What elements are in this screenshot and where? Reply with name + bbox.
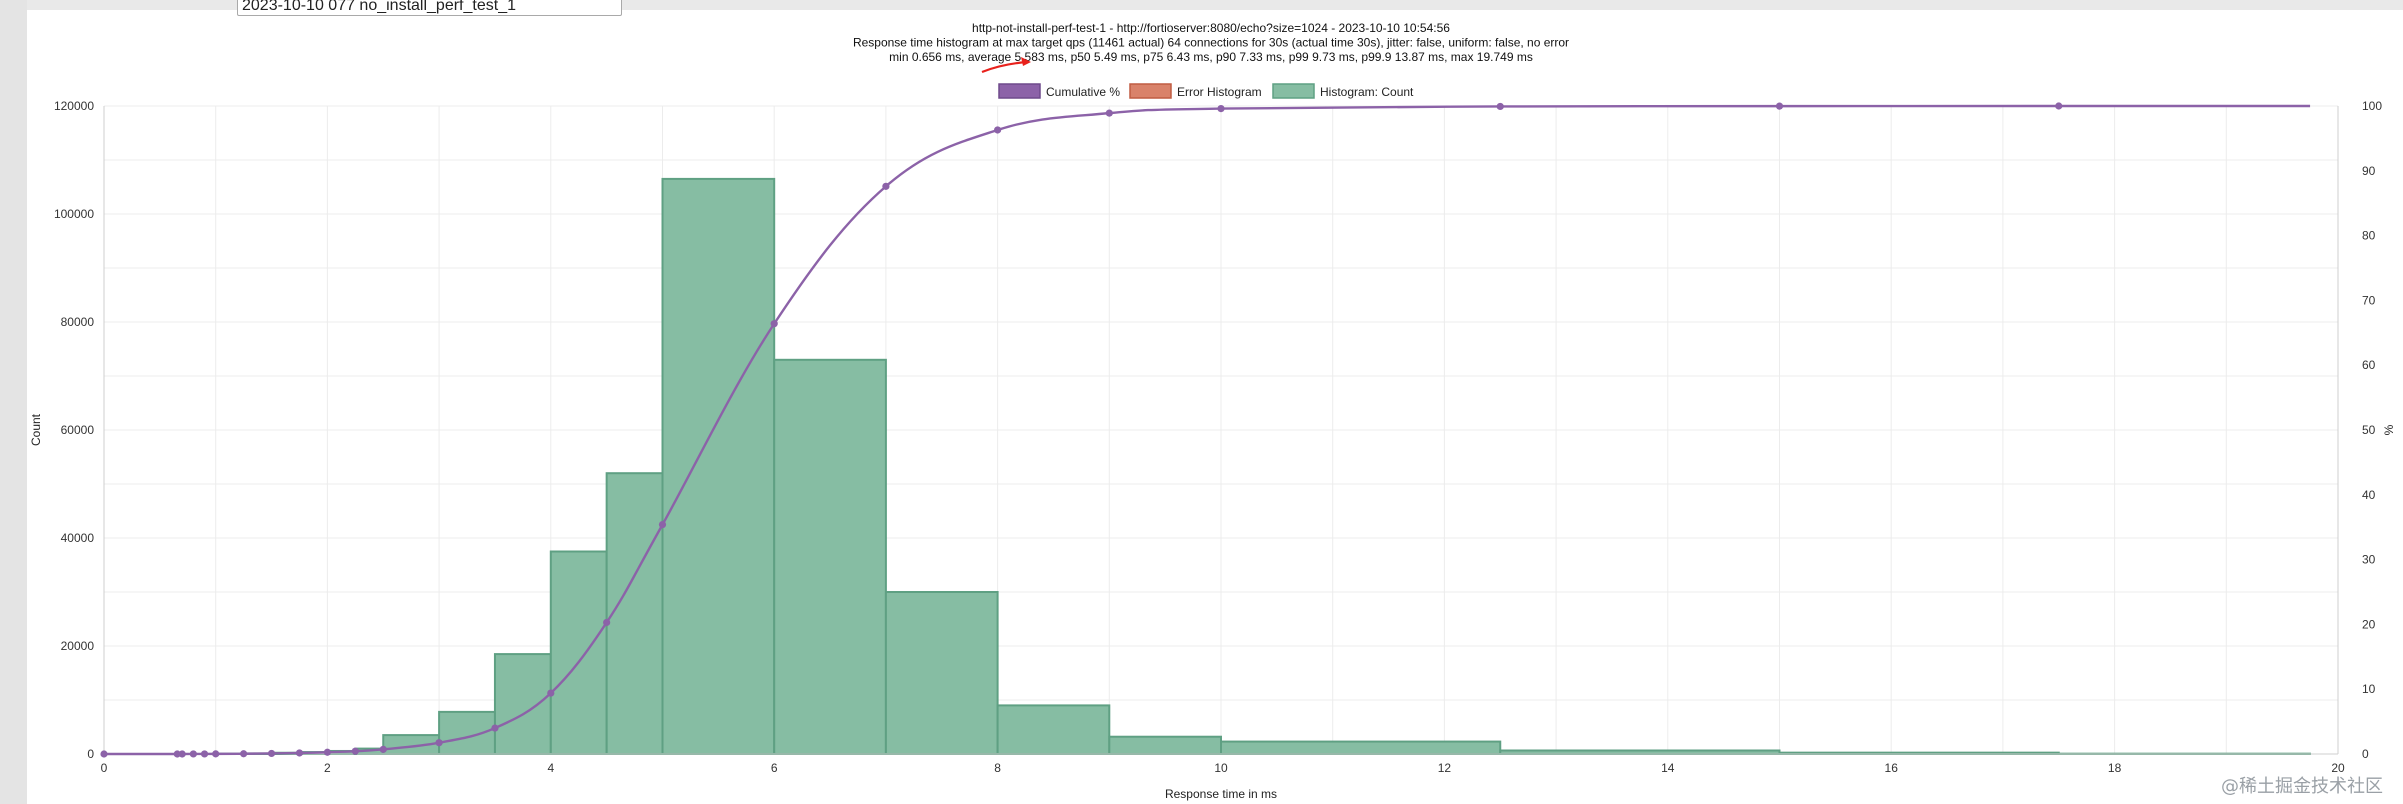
cumulative-series bbox=[100, 102, 2311, 758]
y-axis-label: Count bbox=[29, 413, 43, 446]
y2-tick-label: 60 bbox=[2362, 358, 2376, 372]
cumulative-point bbox=[351, 747, 359, 755]
x-tick-label: 6 bbox=[771, 761, 778, 775]
left-sidebar bbox=[0, 0, 27, 804]
x-axis-label: Response time in ms bbox=[1165, 787, 1277, 801]
legend-swatch bbox=[998, 83, 1041, 99]
y2-tick-label: 100 bbox=[2362, 99, 2382, 113]
cumulative-point bbox=[994, 126, 1002, 134]
response-time-histogram-chart: 0 2 4 6 8 10 12 14 16 18 20 0 20000 40000 60000 80000 10… bbox=[29, 21, 2396, 801]
legend-swatch bbox=[1129, 83, 1172, 99]
x-tick-label: 20 bbox=[2331, 761, 2345, 775]
cumulative-point bbox=[882, 182, 890, 190]
y2-tick-label: 10 bbox=[2362, 682, 2376, 696]
test-name-input[interactable] bbox=[237, 0, 622, 16]
cumulative-point bbox=[240, 750, 248, 758]
cumulative-point bbox=[295, 749, 304, 757]
histogram-bar bbox=[493, 653, 552, 755]
cumulative-point bbox=[379, 745, 387, 753]
histogram-bar bbox=[661, 177, 776, 755]
x-tick-label: 16 bbox=[1885, 761, 1899, 775]
legend-swatch bbox=[1272, 83, 1315, 99]
x-tick-label: 10 bbox=[1214, 761, 1228, 775]
cumulative-point bbox=[267, 749, 276, 758]
legend-label: Histogram: Count bbox=[1320, 85, 1414, 99]
grid-lines bbox=[103, 105, 2339, 755]
cumulative-point bbox=[2055, 102, 2063, 110]
red-arrow-annotation bbox=[981, 57, 1031, 74]
axes: 0 2 4 6 8 10 12 14 16 18 20 0 20000 40000 60000 80000 10… bbox=[54, 99, 2382, 775]
legend-label: Error Histogram bbox=[1177, 85, 1262, 99]
x-tick-label: 14 bbox=[1661, 761, 1675, 775]
y-tick-label: 100000 bbox=[54, 207, 94, 221]
y2-tick-label: 90 bbox=[2362, 164, 2376, 178]
chart-title-line: Response time histogram at max target qp… bbox=[853, 36, 1569, 50]
cumulative-point bbox=[603, 618, 611, 627]
legend-label: Cumulative % bbox=[1046, 85, 1120, 99]
x-tick-label: 0 bbox=[101, 761, 108, 775]
histogram-bar bbox=[1108, 735, 1223, 755]
chart-title-line: min 0.656 ms, average 5.583 ms, p50 5.49… bbox=[889, 50, 1533, 64]
histogram-bar bbox=[996, 704, 1111, 756]
y-tick-label: 80000 bbox=[61, 315, 95, 329]
cumulative-point bbox=[1217, 104, 1225, 113]
cumulative-point bbox=[491, 724, 499, 732]
red-arrowhead-icon bbox=[1021, 57, 1031, 66]
legend-item[interactable]: Histogram: Count bbox=[1272, 83, 1414, 99]
histogram-bar bbox=[438, 710, 496, 756]
y2-tick-label: 70 bbox=[2362, 293, 2376, 307]
legend[interactable]: Cumulative % Error Histogram Histogram: Co… bbox=[998, 83, 1414, 99]
y2-tick-label: 40 bbox=[2362, 488, 2376, 502]
chart-title-line: http-not-install-perf-test-1 - http://fo… bbox=[972, 21, 1450, 35]
cumulative-point bbox=[547, 689, 555, 697]
y2-tick-label: 20 bbox=[2362, 617, 2376, 631]
y2-tick-label: 0 bbox=[2362, 747, 2369, 761]
cumulative-point bbox=[200, 750, 209, 758]
x-tick-label: 12 bbox=[1438, 761, 1452, 775]
x-tick-label: 18 bbox=[2108, 761, 2122, 775]
cumulative-point bbox=[178, 750, 186, 758]
x-tick-label: 2 bbox=[324, 761, 331, 775]
y2-axis-label: % bbox=[2382, 424, 2396, 435]
histogram-bars bbox=[176, 177, 2311, 756]
x-tick-label: 4 bbox=[547, 761, 554, 775]
legend-item[interactable]: Error Histogram bbox=[1129, 83, 1262, 99]
y-tick-label: 20000 bbox=[61, 639, 95, 653]
chart-title-block: http-not-install-perf-test-1 - http://fo… bbox=[853, 21, 1569, 64]
histogram-bar bbox=[549, 550, 608, 755]
cumulative-point bbox=[1105, 109, 1113, 117]
cumulative-point bbox=[100, 750, 108, 758]
y-tick-label: 40000 bbox=[61, 531, 95, 545]
legend-item[interactable]: Cumulative % bbox=[998, 83, 1120, 99]
cumulative-point bbox=[1496, 102, 1504, 111]
chart-panel: 0 2 4 6 8 10 12 14 16 18 20 0 20000 40000 60000 80000 10… bbox=[27, 0, 2403, 804]
x-tick-label: 8 bbox=[994, 761, 1001, 775]
y2-tick-label: 30 bbox=[2362, 553, 2376, 567]
cumulative-point bbox=[658, 521, 667, 529]
y-tick-label: 0 bbox=[87, 747, 94, 761]
histogram-bar bbox=[773, 358, 887, 755]
watermark: @稀土掘金技术社区 bbox=[2221, 776, 2383, 797]
y2-tick-label: 50 bbox=[2362, 423, 2376, 437]
cumulative-point bbox=[1775, 102, 1784, 110]
cumulative-point bbox=[435, 739, 443, 747]
cumulative-point bbox=[323, 748, 331, 756]
y2-tick-label: 80 bbox=[2362, 229, 2376, 243]
histogram-bar bbox=[884, 591, 999, 755]
y-tick-label: 120000 bbox=[54, 99, 94, 113]
histogram-bar bbox=[1499, 749, 1781, 755]
cumulative-point bbox=[770, 320, 778, 328]
histogram-bar bbox=[605, 472, 664, 755]
cumulative-point bbox=[212, 750, 220, 758]
cumulative-point bbox=[189, 750, 197, 758]
histogram-bar bbox=[1220, 740, 1502, 756]
y-tick-label: 60000 bbox=[61, 423, 95, 437]
